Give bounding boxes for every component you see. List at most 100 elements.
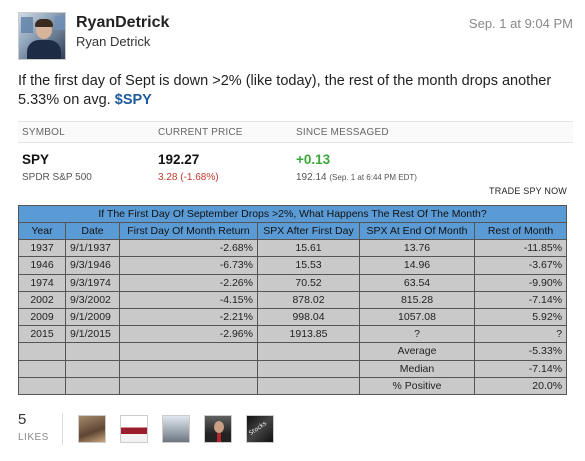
table-cell: -9.90% <box>473 273 568 292</box>
post-timestamp[interactable]: Sep. 1 at 9:04 PM <box>468 16 573 31</box>
table-cell: ? <box>473 325 568 344</box>
current-price-column-header: CURRENT PRICE <box>158 127 243 138</box>
table-row: 2009 9/1/2009 -2.21% 998.04 1057.08 5.92% <box>18 307 568 327</box>
author-avatar[interactable] <box>18 12 66 60</box>
liker-avatar[interactable]: Stocks <box>246 415 274 443</box>
table-cell: 1946 <box>18 256 66 275</box>
table-empty-cell <box>119 359 258 378</box>
since-messaged-column-header: SINCE MESSAGED <box>296 127 389 138</box>
table-column-header: SPX At End Of Month <box>359 221 475 241</box>
avatar-background-screen <box>21 17 33 33</box>
table-empty-cell <box>257 359 360 378</box>
table-empty-cell <box>18 342 66 361</box>
symbol-column-header: SYMBOL <box>22 127 65 138</box>
table-empty-cell <box>257 342 360 361</box>
table-cell: -2.21% <box>119 307 258 327</box>
avatar-background-screen <box>55 16 65 30</box>
table-empty-cell <box>65 376 120 395</box>
table-cell: ? <box>359 325 475 344</box>
table-cell: 5.92% <box>473 307 568 327</box>
quote-since-detail: 192.14 (Sep. 1 at 6:44 PM EDT) <box>296 172 417 183</box>
table-cell: -2.26% <box>119 273 258 292</box>
table-cell: 9/1/2015 <box>65 325 120 344</box>
table-cell: 9/3/1974 <box>65 273 120 292</box>
table-title: If The First Day Of September Drops >2%,… <box>17 205 568 223</box>
summary-value: -7.14% <box>473 359 568 378</box>
author-username[interactable]: Ryan Detrick <box>76 34 151 49</box>
trade-now-link[interactable]: TRADE SPY NOW <box>489 186 567 196</box>
quote-name: SPDR S&P 500 <box>22 172 92 183</box>
table-column-header: Year <box>18 221 66 241</box>
quote-daily-change: 3.28 (-1.68%) <box>158 172 219 183</box>
table-cell: 815.28 <box>359 290 475 309</box>
quote-current-price: 192.27 <box>158 152 200 167</box>
table-cell: 9/3/1946 <box>65 256 120 275</box>
quote-header-row: SYMBOL CURRENT PRICE SINCE MESSAGED <box>18 121 573 143</box>
table-empty-cell <box>65 359 120 378</box>
summary-value: 20.0% <box>473 376 568 395</box>
table-cell: 15.61 <box>257 239 360 258</box>
table-empty-cell <box>18 376 66 395</box>
table-cell: 15.53 <box>257 256 360 275</box>
table-cell: 1974 <box>18 273 66 292</box>
table-cell: 878.02 <box>257 290 360 309</box>
post-message: If the first day of Sept is down >2% (li… <box>18 72 573 110</box>
table-cell: 2002 <box>18 290 66 309</box>
quote-symbol[interactable]: SPY <box>22 152 50 167</box>
table-cell: -4.15% <box>119 290 258 309</box>
table-cell: 9/1/2009 <box>65 307 120 327</box>
summary-label: Average <box>359 342 475 361</box>
table-cell: 70.52 <box>257 273 360 292</box>
table-column-header: First Day Of Month Return <box>119 221 258 241</box>
likes-count[interactable]: 5 <box>18 411 27 428</box>
table-cell: -7.14% <box>473 290 568 309</box>
table-row: 1937 9/1/1937 -2.68% 15.61 13.76 -11.85% <box>18 239 568 258</box>
table-row: 2002 9/3/2002 -4.15% 878.02 815.28 -7.14% <box>18 290 568 309</box>
table-cell: 1937 <box>18 239 66 258</box>
table-cell: -3.67% <box>473 256 568 275</box>
table-row: 1946 9/3/1946 -6.73% 15.53 14.96 -3.67% <box>18 256 568 275</box>
table-empty-cell <box>119 342 258 361</box>
liker-avatar[interactable] <box>78 415 106 443</box>
liker-avatar[interactable] <box>204 415 232 443</box>
message-text: If the first day of Sept is down >2% (li… <box>18 73 552 108</box>
avatar-figure-body <box>27 40 61 59</box>
table-summary-row: % Positive 20.0% <box>18 376 568 395</box>
table-summary-row: Average -5.33% <box>18 342 568 361</box>
table-cell: -6.73% <box>119 256 258 275</box>
quote-row: SPY SPDR S&P 500 192.27 3.28 (-1.68%) +0… <box>18 148 573 196</box>
table-cell: 13.76 <box>359 239 475 258</box>
table-cell: 63.54 <box>359 273 475 292</box>
quote-since-time: (Sep. 1 at 6:44 PM EDT) <box>329 173 417 182</box>
summary-label: % Positive <box>359 376 475 395</box>
cashtag-link[interactable]: $SPY <box>114 92 152 108</box>
table-cell: 2009 <box>18 307 66 327</box>
liker-avatar[interactable] <box>120 415 148 443</box>
table-row: 2015 9/1/2015 -2.96% 1913.85?? <box>18 325 568 344</box>
table-empty-cell <box>18 359 66 378</box>
september-returns-table: If The First Day Of September Drops >2%,… <box>17 205 568 395</box>
table-summary-row: Median -7.14% <box>18 359 568 378</box>
attached-chart-image[interactable]: If The First Day Of September Drops >2%,… <box>17 205 568 395</box>
likes-label: LIKES <box>18 432 49 443</box>
table-empty-cell <box>65 342 120 361</box>
quote-since-price: 192.14 <box>296 172 327 183</box>
table-cell: 9/3/2002 <box>65 290 120 309</box>
table-empty-cell <box>119 376 258 395</box>
table-empty-cell <box>257 376 360 395</box>
table-cell: -2.96% <box>119 325 258 344</box>
table-cell: 998.04 <box>257 307 360 327</box>
table-cell: 14.96 <box>359 256 475 275</box>
liker-avatar[interactable] <box>162 415 190 443</box>
post-header: RyanDetrick Ryan Detrick Sep. 1 at 9:04 … <box>18 12 573 64</box>
table-cell: 9/1/1937 <box>65 239 120 258</box>
summary-value: -5.33% <box>473 342 568 361</box>
table-cell: 1913.85 <box>257 325 360 344</box>
author-display-name[interactable]: RyanDetrick <box>76 14 170 31</box>
liker-avatar-logo: Stocks <box>247 419 268 438</box>
summary-label: Median <box>359 359 475 378</box>
table-column-header: SPX After First Day <box>257 221 360 241</box>
avatar-figure-hair <box>35 19 53 27</box>
table-cell: 2015 <box>18 325 66 344</box>
table-column-header: Rest of Month <box>473 221 568 241</box>
